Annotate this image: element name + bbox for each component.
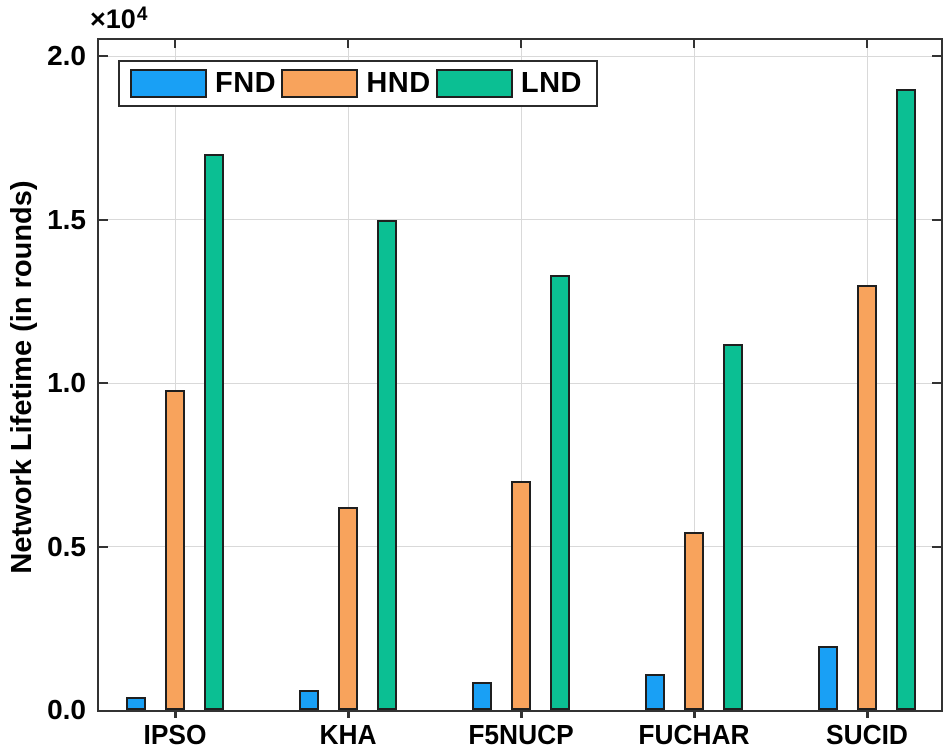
- legend-item-lnd: LND: [435, 67, 582, 100]
- plot-area: FND HND LND: [97, 38, 943, 718]
- bar-fnd-ipso: [126, 696, 146, 710]
- bar-lnd-sucid: [896, 89, 916, 710]
- y-tick-right-5000: [932, 545, 941, 548]
- gridline-horizontal-15000: [99, 219, 941, 221]
- x-tick-top-kha: [347, 40, 349, 48]
- gridline-horizontal-20000: [99, 55, 941, 57]
- bar-lnd-f5nucp: [550, 275, 570, 710]
- bar-hnd-f5nucp: [511, 481, 531, 710]
- x-tick-label-f5nucp: F5NUCP: [468, 719, 574, 750]
- exponent-base: ×10: [90, 4, 136, 34]
- bar-hnd-fuchar: [684, 531, 704, 710]
- y-tick-left-10000: [99, 382, 108, 385]
- gridline-horizontal-10000: [99, 382, 941, 384]
- gridline-vertical-fuchar: [693, 40, 695, 710]
- bar-hnd-kha: [338, 507, 358, 710]
- bar-hnd-ipso: [165, 389, 185, 710]
- bar-fnd-f5nucp: [472, 682, 492, 710]
- x-tick-bottom-kha: [346, 710, 350, 718]
- x-tick-label-fuchar: FUCHAR: [638, 719, 750, 750]
- x-tick-bottom-sucid: [865, 710, 869, 718]
- y-tick-label-2.0: 2.0: [47, 40, 86, 72]
- bar-fnd-kha: [299, 690, 319, 710]
- y-tick-right-10000: [932, 382, 941, 385]
- y-axis-exponent-label: ×104: [90, 2, 148, 35]
- legend-item-hnd: HND: [281, 67, 430, 100]
- gridline-vertical-ipso: [174, 40, 176, 710]
- x-tick-top-ipso: [174, 40, 176, 48]
- y-tick-right-15000: [932, 218, 941, 221]
- bar-lnd-fuchar: [723, 343, 743, 710]
- legend-swatch-fnd: [130, 69, 207, 98]
- x-tick-bottom-fuchar: [692, 710, 696, 718]
- x-tick-bottom-ipso: [173, 710, 177, 718]
- gridline-vertical-kha: [347, 40, 349, 710]
- y-tick-label-0.0: 0.0: [47, 694, 86, 725]
- x-tick-top-fuchar: [693, 40, 695, 48]
- legend-label-hnd: HND: [366, 67, 431, 99]
- y-tick-left-20000: [99, 55, 108, 58]
- gridline-vertical-f5nucp: [520, 40, 522, 710]
- legend-label-lnd: LND: [520, 67, 582, 99]
- y-tick-right-20000: [932, 55, 941, 58]
- bar-fnd-sucid: [818, 646, 838, 710]
- x-tick-label-kha: KHA: [319, 719, 377, 750]
- y-tick-label-0.5: 0.5: [47, 530, 86, 562]
- legend-item-fnd: FND: [130, 67, 276, 100]
- bar-layer: [99, 40, 941, 710]
- y-tick-label-1.0: 1.0: [47, 367, 86, 399]
- y-tick-label-1.5: 1.5: [47, 203, 86, 235]
- y-tick-left-15000: [99, 218, 108, 221]
- x-tick-top-f5nucp: [520, 40, 522, 48]
- bar-hnd-sucid: [857, 285, 877, 710]
- exponent-power: 4: [136, 4, 148, 25]
- bar-lnd-kha: [377, 219, 397, 710]
- tick-mark-layer: [99, 40, 941, 718]
- legend-swatch-hnd: [281, 69, 359, 98]
- bar-fnd-fuchar: [645, 674, 665, 710]
- legend-label-fnd: FND: [215, 67, 277, 99]
- x-tick-label-ipso: IPSO: [143, 719, 207, 750]
- x-tick-bottom-f5nucp: [519, 710, 523, 718]
- legend: FND HND LND: [118, 60, 598, 107]
- legend-swatch-lnd: [435, 69, 513, 98]
- x-tick-top-sucid: [866, 40, 868, 48]
- y-tick-left-5000: [99, 545, 108, 548]
- bar-lnd-ipso: [204, 154, 224, 710]
- x-tick-label-sucid: SUCID: [826, 719, 908, 750]
